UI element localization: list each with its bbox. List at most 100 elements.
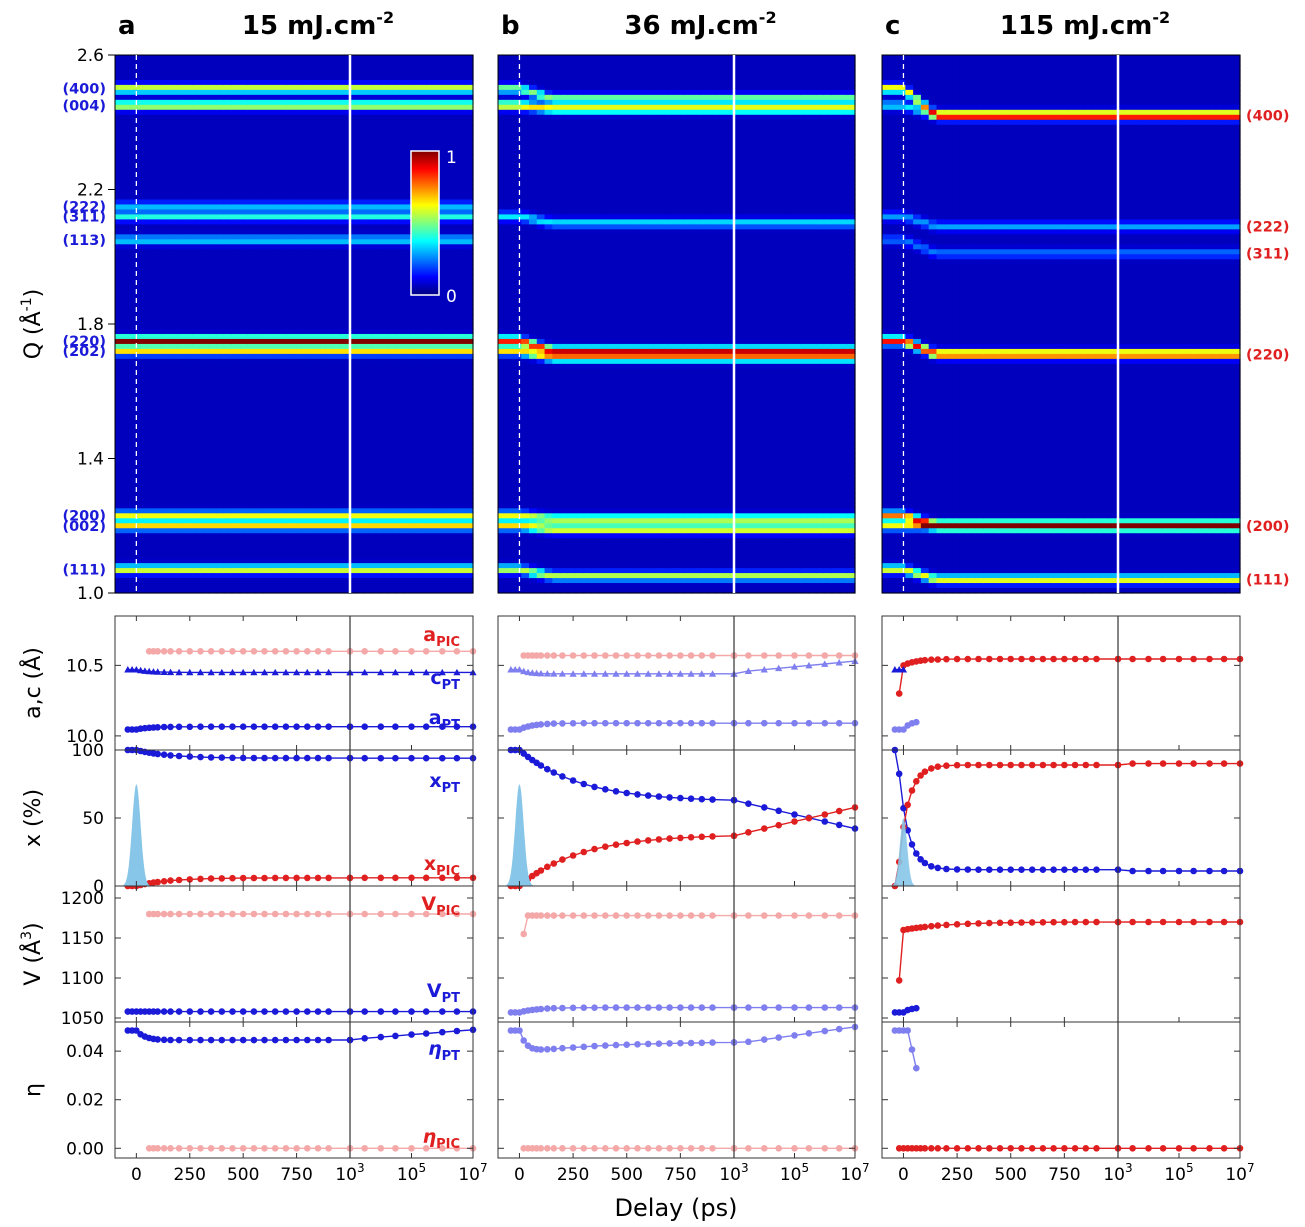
heatmap-cell — [270, 523, 280, 529]
heatmap-cell — [371, 79, 381, 86]
heatmap-cell — [325, 493, 334, 499]
heatmap-cell — [395, 528, 404, 534]
heatmap-cell — [169, 114, 178, 121]
heatmap-cell — [200, 179, 209, 186]
heatmap-cell — [169, 194, 178, 201]
heatmap-cell — [185, 104, 194, 111]
heatmap-cell — [395, 513, 404, 519]
heatmap-cell — [122, 94, 132, 101]
heatmap-cell — [364, 209, 373, 216]
heatmap-cell — [138, 69, 147, 76]
heatmap-cell — [332, 184, 342, 191]
heatmap-cell — [115, 503, 124, 509]
heatmap-cell — [130, 548, 139, 554]
heatmap-cell — [356, 79, 365, 86]
heatmap-cell — [208, 179, 217, 186]
heatmap-cell — [200, 503, 209, 509]
heatmap-cell — [364, 179, 373, 186]
heatmap-cell — [364, 568, 373, 574]
heatmap-cell — [449, 169, 459, 176]
heatmap-cell — [192, 139, 202, 146]
heatmap-cell — [325, 249, 334, 255]
heatmap-cell — [247, 99, 256, 106]
heatmap-cell — [449, 264, 459, 270]
heatmap-cell — [332, 508, 342, 514]
heatmap-cell — [153, 284, 163, 290]
heatmap-cell — [332, 124, 342, 131]
heatmap-cell — [356, 518, 365, 524]
heatmap-cell — [262, 194, 272, 201]
heatmap-cell — [115, 89, 124, 96]
heatmap-cell — [387, 568, 396, 574]
heatmap-cell — [465, 588, 474, 594]
heatmap-cell — [239, 55, 248, 61]
heatmap-cell — [122, 493, 132, 499]
heatmap-cell — [309, 428, 318, 435]
heatmap-cell — [332, 498, 342, 504]
heatmap-cell — [130, 488, 139, 494]
heatmap-cell — [294, 413, 303, 420]
heatmap-cell — [348, 408, 357, 415]
heatmap-cell — [395, 124, 404, 131]
heatmap-cell — [457, 378, 466, 385]
heatmap-cell — [332, 284, 342, 290]
heatmap-cell — [348, 189, 357, 196]
heatmap-cell — [286, 498, 295, 504]
heatmap-cell — [216, 109, 225, 116]
heatmap-cell — [216, 119, 225, 126]
heatmap-cell — [371, 378, 381, 385]
heatmap-cell — [115, 588, 124, 594]
heatmap-cell — [364, 338, 373, 345]
heatmap-cell — [387, 408, 396, 415]
heatmap-cell — [255, 149, 264, 156]
heatmap-cell — [379, 533, 388, 539]
heatmap-cell — [208, 164, 217, 171]
heatmap-cell — [216, 583, 225, 589]
heatmap-cell — [231, 478, 241, 485]
heatmap-cell — [294, 229, 303, 235]
heatmap-cell — [332, 174, 342, 181]
heatmap-cell — [239, 159, 248, 166]
heatmap-cell — [309, 518, 318, 524]
heatmap-cell — [325, 154, 334, 161]
heatmap-cell — [457, 468, 466, 475]
heatmap-cell — [465, 289, 474, 295]
heatmap-cell — [410, 134, 420, 141]
heatmap-cell — [239, 383, 248, 390]
heatmap-cell — [332, 493, 342, 499]
heatmap-cell — [332, 528, 342, 534]
heatmap-cell — [325, 333, 334, 340]
heatmap-cell — [340, 259, 350, 265]
heatmap-cell — [395, 209, 404, 216]
heatmap-cell — [185, 468, 194, 475]
heatmap-cell — [418, 478, 427, 485]
heatmap-cell — [325, 523, 334, 529]
heatmap-cell — [301, 498, 311, 504]
heatmap-cell — [255, 408, 264, 415]
heatmap-cell — [231, 403, 241, 410]
heatmap-cell — [138, 129, 147, 136]
heatmap-cell — [465, 558, 474, 564]
heatmap-cell — [255, 493, 264, 499]
heatmap-cell — [231, 74, 241, 81]
heatmap-cell — [465, 69, 474, 76]
heatmap-cell — [364, 473, 373, 480]
heatmap-cell — [153, 573, 163, 579]
heatmap-cell — [185, 528, 194, 534]
heatmap-cell — [441, 294, 451, 300]
heatmap-cell — [441, 468, 451, 475]
heatmap-cell — [356, 324, 365, 330]
heatmap-cell — [364, 79, 373, 86]
heatmap-cell — [286, 74, 295, 81]
heatmap-cell — [317, 64, 326, 71]
heatmap-cell — [348, 393, 357, 400]
heatmap-cell — [441, 473, 451, 480]
heatmap-cell — [418, 109, 427, 116]
heatmap-cell — [115, 169, 124, 176]
heatmap-cell — [231, 314, 241, 320]
heatmap-cell — [301, 299, 311, 305]
heatmap-cell — [161, 398, 171, 405]
heatmap-cell — [402, 438, 412, 445]
heatmap-cell — [364, 408, 373, 415]
heatmap-cell — [309, 423, 318, 430]
